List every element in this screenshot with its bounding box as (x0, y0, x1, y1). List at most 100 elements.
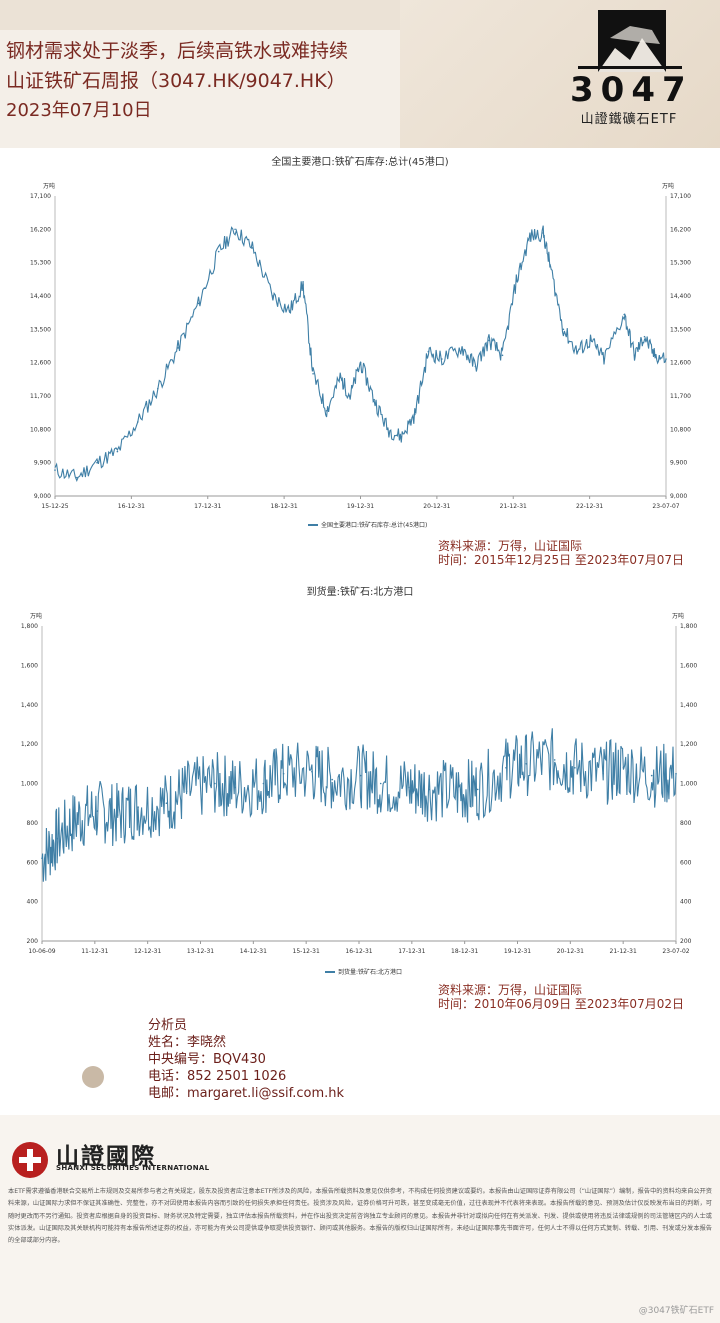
data-point (515, 280, 518, 282)
data-point (456, 790, 459, 793)
data-point (288, 310, 291, 312)
y-tick-label: 15,300 (30, 260, 51, 267)
x-tick-label: 19-12-31 (347, 503, 374, 510)
analyst-name: 姓名：李晓然 (148, 1035, 227, 1050)
analyst-ce-number: 中央编号：BQV430 (148, 1052, 266, 1067)
header-decoration (400, 0, 720, 148)
y-tick-label-right: 10,800 (670, 426, 691, 433)
data-point (76, 476, 78, 479)
x-tick-label: 23-07-02 (662, 948, 689, 955)
unit-label-right: 万吨 (672, 612, 684, 620)
y-tick-label: 9,900 (34, 460, 51, 467)
x-tick-label: 18-12-31 (451, 948, 478, 955)
data-point (137, 421, 139, 423)
y-tick-label: 1,200 (21, 741, 38, 748)
data-point (589, 339, 592, 342)
data-point (185, 790, 188, 793)
chart2-source: 资料来源：万得，山证国际 (438, 983, 583, 997)
x-tick-label: 21-12-31 (610, 948, 637, 955)
unit-label-left: 万吨 (43, 182, 55, 190)
x-tick-label: 22-12-31 (576, 503, 603, 510)
x-tick-label: 20-12-31 (423, 503, 450, 510)
data-point (137, 806, 139, 808)
y-tick-label-right: 11,700 (670, 393, 691, 400)
x-tick-label: 23-07-07 (652, 503, 679, 510)
y-tick-label-right: 1,000 (680, 781, 697, 788)
y-tick-label-right: 9,000 (670, 493, 687, 500)
y-tick-label: 1,000 (21, 781, 38, 788)
x-tick-label: 15-12-31 (293, 948, 320, 955)
data-point (553, 759, 556, 761)
data-point (379, 782, 382, 785)
y-tick-label: 11,700 (30, 393, 51, 400)
x-tick-label: 10-06-09 (28, 948, 55, 955)
firm-logo-icon (12, 1142, 48, 1178)
y-tick-label: 400 (27, 899, 39, 906)
x-tick-label: 19-12-31 (504, 948, 531, 955)
y-tick-label-right: 400 (680, 899, 692, 906)
y-tick-label-right: 600 (680, 859, 692, 866)
data-point (331, 778, 334, 781)
x-tick-label: 20-12-31 (557, 948, 584, 955)
series-line (54, 225, 667, 483)
legend-label: 到货量:铁矿石:北方港口 (338, 968, 402, 976)
unit-label-right: 万吨 (662, 182, 674, 190)
legend-label: 全国主要港口:铁矿石库存:总计(45港口) (321, 521, 427, 529)
watermark: @3047铁矿石ETF (638, 1306, 714, 1316)
y-tick-label: 17,100 (30, 193, 51, 200)
report-title: 钢材需求处于淡季，后续高铁水或难持续 (6, 40, 349, 62)
data-point (387, 428, 389, 431)
data-point (603, 358, 605, 360)
data-point (217, 250, 220, 253)
data-point (359, 361, 362, 364)
analyst-email[interactable]: 电邮：margaret.li@ssif.com.hk (148, 1086, 345, 1101)
y-tick-label: 200 (27, 938, 39, 945)
x-tick-label: 17-12-31 (194, 503, 221, 510)
report-date: 2023年07月10日 (6, 100, 152, 121)
footer-band (0, 1115, 720, 1323)
y-tick-label-right: 16,200 (670, 226, 691, 233)
data-point (408, 786, 410, 789)
data-point (197, 302, 200, 305)
data-point (116, 814, 119, 816)
data-point (461, 347, 463, 349)
data-point (505, 767, 507, 769)
data-point (96, 461, 98, 464)
data-point (76, 818, 78, 820)
x-tick-label: 21-12-31 (500, 503, 527, 510)
firm-english-name: SHANXI SECURITIES INTERNATIONAL (56, 1164, 210, 1172)
y-tick-label: 1,600 (21, 662, 38, 669)
y-tick-label-right: 1,800 (680, 623, 697, 630)
y-tick-label-right: 800 (680, 820, 692, 827)
data-point (214, 782, 216, 785)
chart1-source: 资料来源：万得，山证国际 (438, 539, 583, 553)
y-tick-label-right: 9,900 (670, 460, 687, 467)
data-point (177, 347, 179, 349)
data-point (602, 772, 604, 775)
y-tick-label: 800 (27, 820, 39, 827)
y-tick-label: 16,200 (30, 226, 51, 233)
data-point (633, 354, 636, 357)
data-point (525, 763, 528, 765)
series-line (41, 728, 677, 882)
data-point (234, 228, 236, 231)
y-tick-label: 13,500 (30, 326, 51, 333)
y-tick-label-right: 200 (680, 938, 692, 945)
data-point (542, 232, 544, 234)
data-point (653, 354, 655, 357)
x-tick-label: 18-12-31 (271, 503, 298, 510)
data-point (622, 767, 625, 769)
data-point (359, 774, 362, 777)
analyst-role: 分析员 (148, 1018, 188, 1033)
data-point (54, 469, 56, 471)
data-point (262, 782, 265, 785)
excavator-logo-icon (578, 10, 682, 72)
y-tick-label-right: 12,600 (670, 360, 691, 367)
y-tick-label-right: 17,100 (670, 193, 691, 200)
y-tick-label: 12,600 (30, 360, 51, 367)
data-point (282, 772, 285, 775)
data-point (272, 295, 274, 297)
data-point (476, 788, 479, 791)
data-point (234, 786, 236, 789)
data-point (623, 313, 625, 316)
